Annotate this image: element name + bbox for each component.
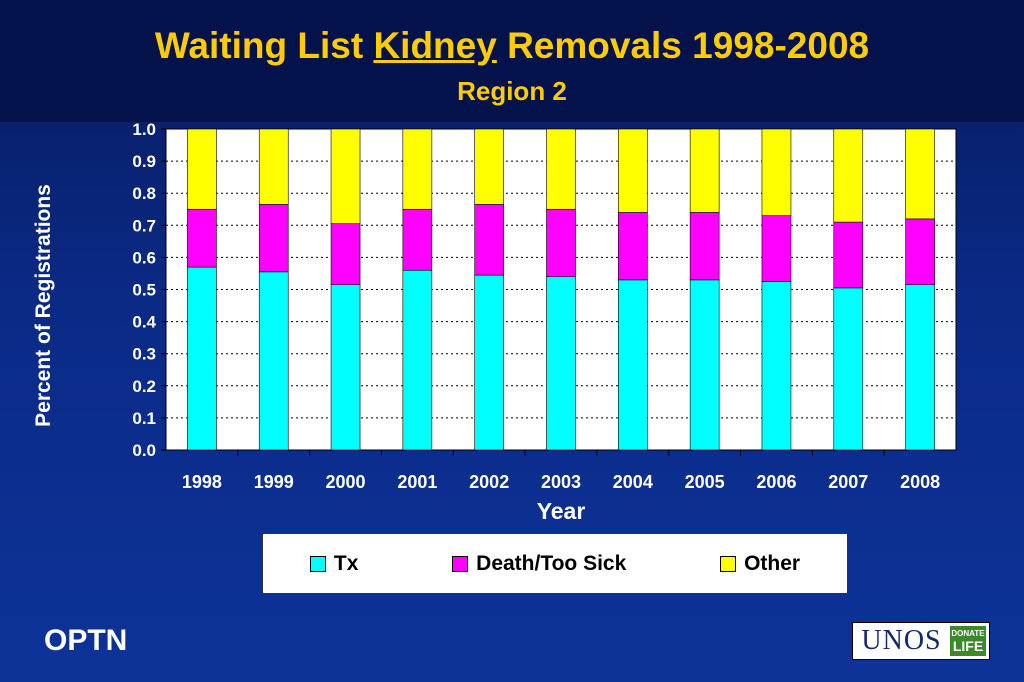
bar-death-2003	[546, 208, 576, 277]
bar-other-2005	[689, 128, 720, 213]
legend-item-tx: Tx	[309, 551, 359, 576]
y-tick-label: 0.1	[132, 409, 156, 428]
legend-swatch-death	[452, 555, 469, 572]
y-tick-label: 0.8	[132, 184, 156, 203]
legend-label-other: Other	[744, 551, 801, 575]
title-banner	[0, 0, 1024, 122]
bar-other-2008	[905, 128, 935, 220]
title-prefix: Waiting List	[154, 25, 374, 66]
y-tick-label: 0.7	[132, 216, 156, 235]
bar-tx-2001	[402, 269, 433, 451]
bar-tx-1999	[258, 271, 289, 451]
legend-item-death: Death/Too Sick	[452, 552, 626, 576]
bar-other-2007	[833, 128, 864, 223]
bar-other-2006	[761, 128, 792, 216]
donate-life-badge-line2: LIFE	[952, 638, 984, 654]
bar-other-2001	[402, 128, 433, 210]
bar-other-2004	[618, 128, 648, 213]
chart-subtitle: Region 2	[457, 76, 567, 106]
x-tick-label: 2006	[756, 472, 796, 492]
y-tick-label: 1.0	[132, 120, 156, 139]
x-tick-label: 2001	[397, 472, 437, 492]
y-tick-label: 0.2	[132, 377, 156, 396]
legend-item-other: Other	[720, 552, 800, 576]
y-tick-label: 0.6	[132, 248, 156, 267]
x-tick-label: 2007	[828, 472, 868, 492]
bar-death-2001	[402, 208, 433, 271]
unos-logo-text: UNOS	[861, 625, 942, 656]
legend: Tx Death/Too Sick Other	[262, 533, 848, 594]
bar-death-2007	[833, 221, 864, 289]
bar-other-1998	[187, 128, 217, 210]
optn-brand: OPTN	[44, 624, 128, 657]
bar-tx-2008	[905, 284, 935, 451]
bar-other-2000	[330, 128, 361, 224]
title-suffix: Removals 1998-2008	[496, 25, 870, 66]
bar-tx-2005	[689, 279, 720, 451]
bar-other-2002	[474, 128, 504, 205]
x-tick-label: 2008	[900, 472, 940, 492]
bar-death-2000	[330, 223, 361, 285]
y-tick-label: 0.9	[132, 152, 156, 171]
x-tick-label: 2004	[613, 472, 653, 492]
x-tick-label: 2002	[469, 472, 509, 492]
y-tick-label: 0.0	[132, 441, 156, 460]
x-tick-label: 2000	[326, 472, 366, 492]
bar-other-2003	[546, 128, 576, 210]
bar-death-2002	[474, 204, 504, 276]
legend-swatch-other	[720, 555, 737, 572]
bar-death-1999	[258, 204, 289, 273]
legend-label-tx: Tx	[333, 551, 359, 575]
bar-death-1998	[187, 208, 217, 268]
bar-other-1999	[258, 128, 289, 205]
y-tick-label: 0.5	[132, 281, 156, 300]
y-axis-label: Percent of Registrations	[32, 184, 55, 427]
bar-tx-2002	[474, 274, 504, 451]
donate-life-badge-line1: DONATE	[951, 629, 985, 638]
y-tick-label: 0.3	[132, 345, 156, 364]
bar-tx-2007	[833, 287, 864, 451]
bar-tx-2006	[761, 281, 792, 451]
legend-label-death: Death/Too Sick	[476, 551, 627, 575]
donate-life-badge: DONATE LIFE	[950, 626, 986, 656]
legend-swatch-tx	[309, 555, 326, 572]
unos-logo: UNOS DONATE LIFE	[852, 622, 990, 660]
x-tick-label: 1999	[254, 472, 294, 492]
bar-death-2004	[618, 212, 648, 281]
bar-tx-2003	[546, 276, 576, 451]
x-tick-label: 2003	[541, 472, 581, 492]
bar-tx-1998	[187, 266, 217, 451]
title-kidney: Kidney	[373, 25, 497, 66]
x-tick-label: 1998	[182, 472, 222, 492]
bar-death-2006	[761, 215, 792, 282]
bar-tx-2004	[618, 279, 648, 451]
x-axis-label: Year	[537, 498, 586, 524]
bar-death-2008	[905, 218, 935, 285]
chart-title: Waiting List Kidney Removals 1998-2008	[0, 24, 1024, 68]
bar-death-2005	[689, 212, 720, 281]
x-tick-label: 2005	[685, 472, 725, 492]
y-tick-label: 0.4	[132, 313, 156, 332]
bar-tx-2000	[330, 284, 361, 451]
